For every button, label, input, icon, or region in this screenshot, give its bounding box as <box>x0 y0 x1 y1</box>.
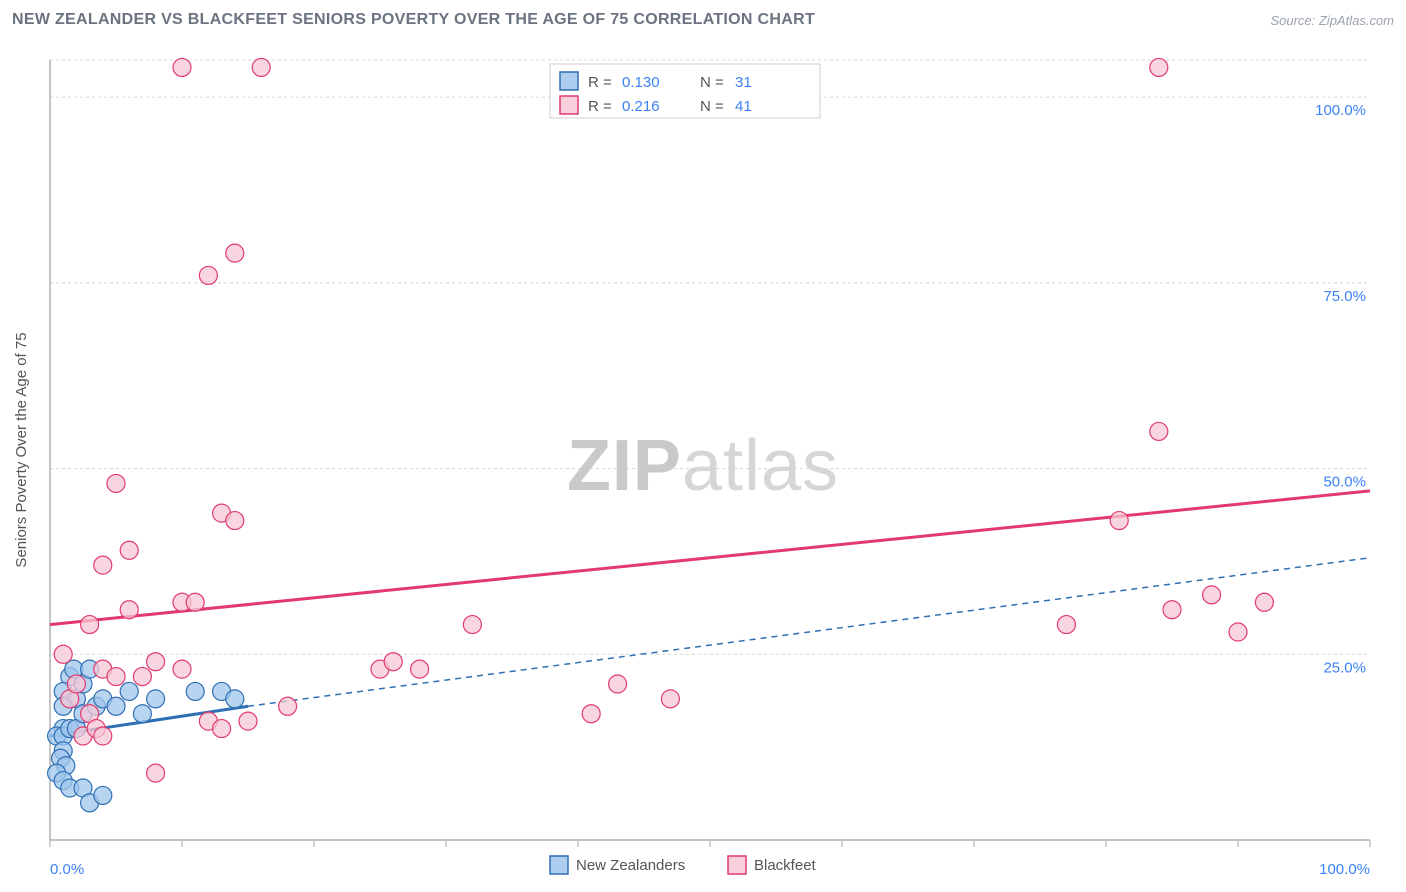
x-tick-label: 0.0% <box>50 861 84 878</box>
legend-n-label: N = <box>700 98 724 115</box>
data-point <box>661 690 679 708</box>
bottom-legend-swatch <box>550 856 568 874</box>
legend-r-label: R = <box>588 74 612 91</box>
legend-r-value: 0.130 <box>622 74 660 91</box>
legend-swatch <box>560 96 578 114</box>
data-point <box>81 616 99 634</box>
data-point <box>173 660 191 678</box>
data-point <box>279 697 297 715</box>
data-point <box>609 675 627 693</box>
data-point <box>147 764 165 782</box>
header: NEW ZEALANDER VS BLACKFEET SENIORS POVER… <box>0 0 1406 40</box>
source-attribution: Source: ZipAtlas.com <box>1270 13 1394 28</box>
data-point <box>1150 58 1168 76</box>
data-point <box>120 541 138 559</box>
data-point <box>147 653 165 671</box>
legend-n-value: 41 <box>735 98 752 115</box>
data-point <box>582 705 600 723</box>
bottom-legend-label: Blackfeet <box>754 857 817 874</box>
data-point <box>1163 601 1181 619</box>
data-point <box>133 705 151 723</box>
data-point <box>67 675 85 693</box>
data-point <box>173 58 191 76</box>
data-point <box>199 266 217 284</box>
data-point <box>107 697 125 715</box>
legend-n-value: 31 <box>735 74 752 91</box>
data-point <box>1110 512 1128 530</box>
bottom-legend-label: New Zealanders <box>576 857 685 874</box>
data-point <box>94 556 112 574</box>
data-point <box>120 601 138 619</box>
data-point <box>94 727 112 745</box>
data-point <box>94 786 112 804</box>
legend-r-label: R = <box>588 98 612 115</box>
data-point <box>1255 593 1273 611</box>
legend-swatch <box>560 72 578 90</box>
data-point <box>133 668 151 686</box>
data-point <box>107 668 125 686</box>
data-point <box>1229 623 1247 641</box>
trend-line-extrap <box>248 558 1370 707</box>
y-tick-label: 25.0% <box>1323 659 1366 676</box>
data-point <box>239 712 257 730</box>
data-point <box>213 720 231 738</box>
data-point <box>147 690 165 708</box>
data-point <box>120 682 138 700</box>
x-tick-label: 100.0% <box>1319 861 1370 878</box>
data-point <box>54 645 72 663</box>
y-tick-label: 100.0% <box>1315 102 1366 119</box>
legend-r-value: 0.216 <box>622 98 660 115</box>
data-point <box>411 660 429 678</box>
data-point <box>463 616 481 634</box>
bottom-legend-swatch <box>728 856 746 874</box>
data-point <box>384 653 402 671</box>
data-point <box>186 682 204 700</box>
data-point <box>186 593 204 611</box>
data-point <box>1057 616 1075 634</box>
scatter-chart: 0.0% 100.0% 25.0% 50.0% 75.0% 100.0% Seniors P… <box>0 40 1406 892</box>
data-point <box>252 58 270 76</box>
data-point <box>226 690 244 708</box>
data-point <box>226 512 244 530</box>
y-axis-title: Seniors Poverty Over the Age of 75 <box>13 332 30 567</box>
data-point <box>107 474 125 492</box>
data-point <box>226 244 244 262</box>
y-tick-label: 75.0% <box>1323 288 1366 305</box>
legend-n-label: N = <box>700 74 724 91</box>
data-point <box>1150 422 1168 440</box>
chart-title: NEW ZEALANDER VS BLACKFEET SENIORS POVER… <box>12 11 815 29</box>
y-tick-label: 50.0% <box>1323 474 1366 491</box>
data-point <box>1203 586 1221 604</box>
chart-container: ZIPatlas 0.0%100.0%25.0%50.0%75.0%100.0%… <box>0 40 1406 892</box>
